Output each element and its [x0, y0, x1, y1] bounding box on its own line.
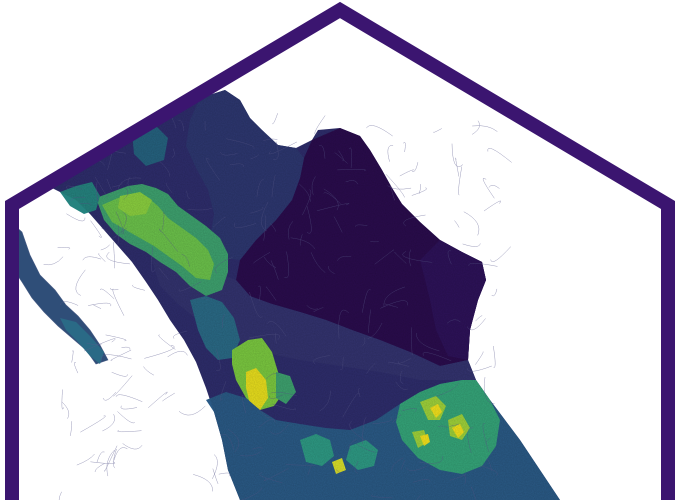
boundary-line: [57, 247, 71, 250]
boundary-line: [61, 401, 70, 419]
boundary-line: [43, 256, 64, 266]
boundary-line: [105, 114, 109, 127]
boundary-line: [113, 447, 128, 461]
boundary-line: [76, 453, 95, 466]
boundary-line: [455, 157, 460, 177]
boundary-line: [148, 391, 168, 408]
boundary-line: [158, 334, 176, 350]
boundary-line: [47, 127, 77, 134]
boundary-line: [488, 184, 500, 189]
boundary-line: [117, 411, 135, 424]
boundary-line: [117, 430, 142, 433]
boundary-line: [411, 162, 419, 172]
boundary-line: [100, 288, 115, 299]
boundary-line: [212, 468, 219, 485]
boundary-line: [115, 394, 143, 402]
boundary-line: [475, 315, 483, 322]
boundary-line: [463, 211, 480, 236]
boundary-line: [100, 354, 132, 363]
boundary-line: [122, 443, 143, 450]
boundary-line: [143, 366, 155, 376]
boundary-line: [110, 349, 132, 361]
boundary-line: [61, 389, 64, 410]
boundary-line: [475, 351, 484, 365]
boundary-line: [90, 220, 102, 238]
boundary-line: [83, 338, 116, 352]
boundary-line: [490, 246, 511, 263]
boundary-line: [113, 448, 117, 469]
boundary-line: [271, 113, 278, 125]
boundary-line: [418, 184, 421, 194]
boundary-line: [178, 405, 206, 416]
boundary-line: [118, 106, 136, 125]
boundary-line: [121, 346, 131, 350]
boundary-line: [454, 220, 460, 228]
boundary-line: [411, 187, 427, 196]
baja-south-tip: [60, 318, 104, 364]
boundary-line: [75, 269, 86, 296]
boundary-line: [110, 288, 119, 291]
boundary-line: [483, 200, 502, 212]
boundary-line: [69, 421, 73, 436]
boundary-line: [162, 392, 175, 402]
boundary-line: [399, 169, 415, 177]
boundary-line: [92, 304, 102, 309]
map-content: [13, 90, 560, 500]
boundary-line: [491, 288, 498, 297]
boundary-line: [433, 128, 442, 133]
boundary-line: [66, 213, 86, 222]
boundary-line: [385, 174, 405, 198]
boundary-line: [387, 145, 394, 162]
boundary-line: [482, 178, 495, 199]
boundary-line: [402, 142, 406, 153]
boundary-line: [167, 350, 188, 358]
boundary-line: [104, 445, 118, 472]
boundary-line: [458, 166, 463, 196]
boundary-line: [58, 491, 63, 500]
boundary-line: [98, 253, 106, 262]
boundary-line: [105, 334, 127, 342]
boundary-line: [106, 251, 130, 265]
boundary-line: [493, 345, 496, 368]
boundary-line: [59, 301, 79, 306]
boundary-line: [472, 125, 498, 132]
boundary-line: [193, 474, 213, 492]
baja-peninsula: [13, 224, 109, 365]
boundary-line: [132, 284, 145, 291]
boundary-line: [88, 302, 112, 307]
hexagon-frame: [5, 1, 675, 500]
boundary-line: [218, 472, 231, 477]
boundary-line: [462, 243, 481, 247]
boundary-line: [212, 454, 218, 480]
boundary-line: [471, 120, 480, 135]
boundary-line: [366, 125, 393, 137]
boundary-line: [96, 451, 105, 463]
baja-island: [18, 246, 26, 262]
boundary-line: [120, 405, 138, 410]
boundary-line: [74, 362, 79, 374]
boundary-line: [112, 288, 125, 316]
boundary-line: [487, 148, 512, 163]
boundary-line: [51, 143, 82, 149]
boundary-line: [451, 143, 464, 167]
boundary-line: [86, 342, 102, 345]
boundary-line: [80, 415, 106, 433]
boundary-line: [113, 242, 115, 269]
boundary-line: [100, 244, 110, 251]
boundary-line: [102, 413, 115, 432]
boundary-line: [106, 449, 115, 477]
boundary-line: [102, 391, 117, 401]
boundary-line: [94, 462, 106, 473]
boundary-line: [112, 375, 133, 397]
boundary-line: [95, 110, 106, 129]
boundary-line: [111, 371, 128, 377]
boundary-line: [82, 256, 102, 261]
boundary-line: [90, 461, 116, 464]
boundary-line: [71, 350, 74, 363]
boundary-line: [144, 344, 175, 359]
